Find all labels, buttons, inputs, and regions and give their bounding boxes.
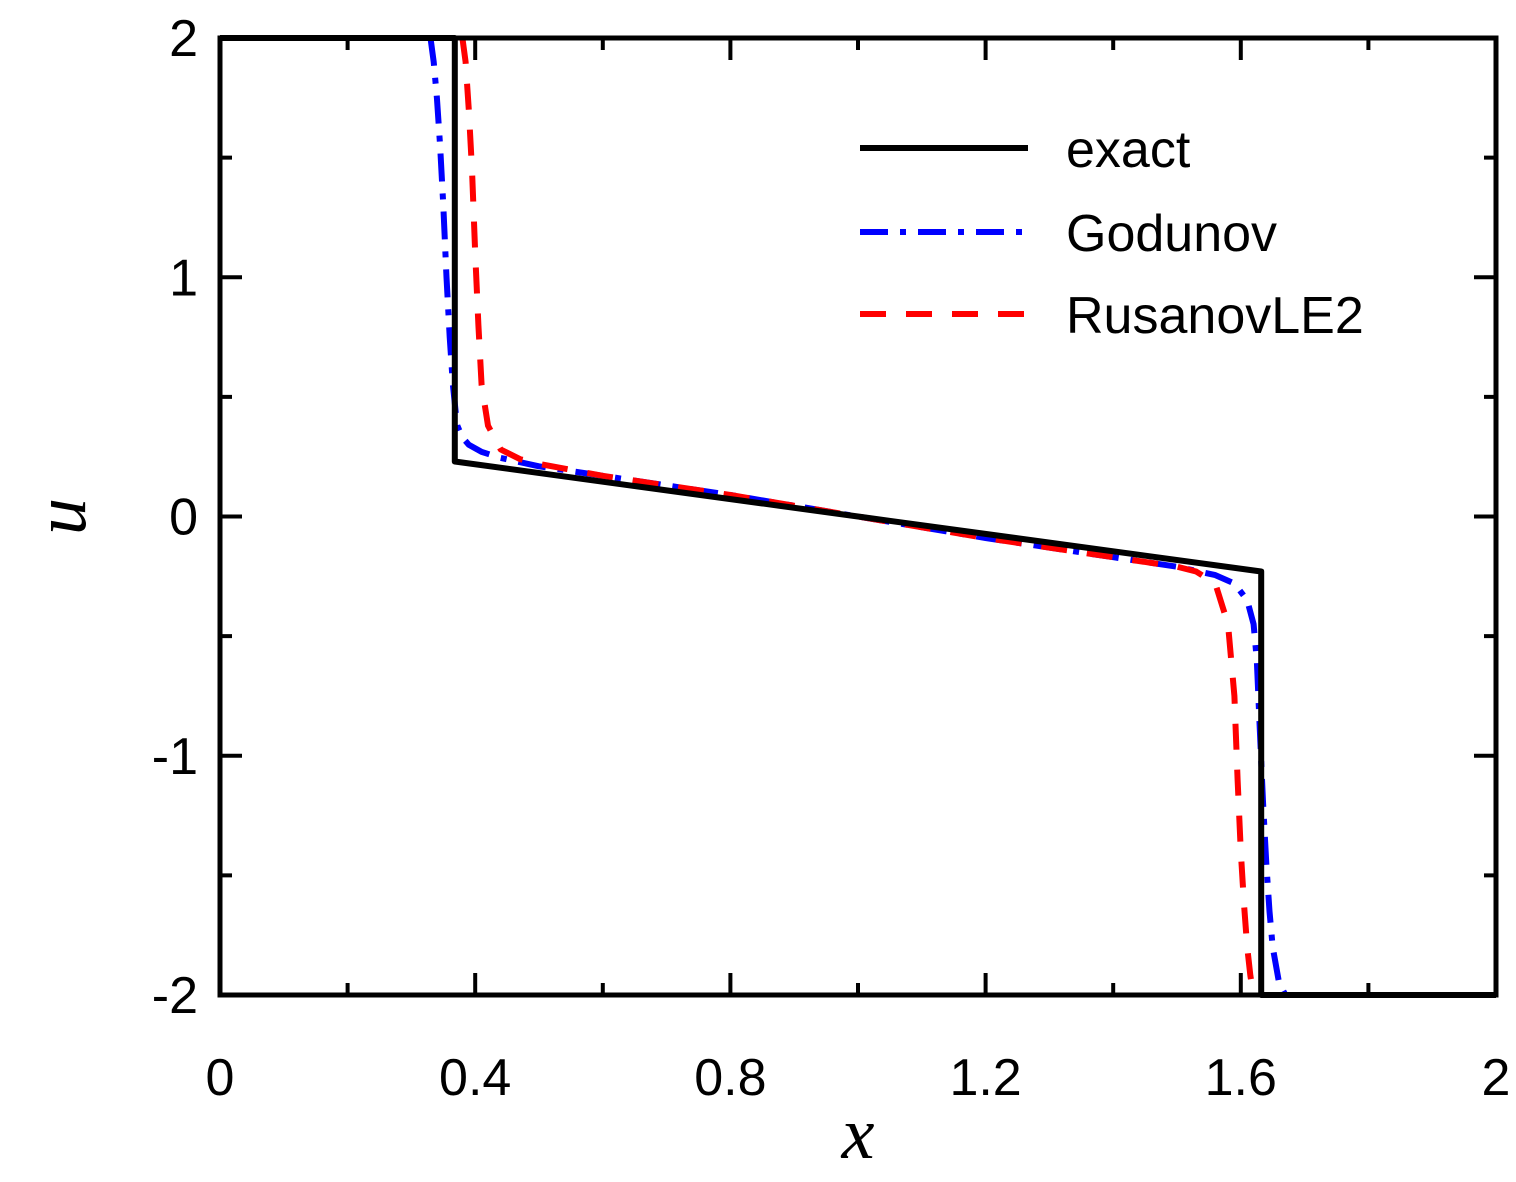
legend-label-rusanovle2: RusanovLE2 xyxy=(1066,287,1364,345)
y-tick-label: -1 xyxy=(152,728,198,786)
x-tick-label: 0 xyxy=(206,1049,235,1107)
y-tick-label: 2 xyxy=(169,10,198,68)
x-axis-title: x xyxy=(841,1093,875,1175)
legend-label-exact: exact xyxy=(1066,121,1191,179)
series-line-exact xyxy=(220,35,1496,998)
y-axis-title: u xyxy=(20,498,102,535)
y-tick-label: 0 xyxy=(169,489,198,547)
y-tick-label: 1 xyxy=(169,249,198,307)
x-tick-label: 0.8 xyxy=(694,1049,766,1107)
legend-label-godunov: Godunov xyxy=(1066,205,1277,263)
x-tick-label: 1.6 xyxy=(1205,1049,1277,1107)
x-tick-label: 2 xyxy=(1482,1049,1511,1107)
y-tick-label: -2 xyxy=(152,967,198,1025)
series-line-rusanovle2 xyxy=(459,37,1257,996)
x-tick-label: 0.4 xyxy=(439,1049,511,1107)
legend: exact Godunov RusanovLE2 xyxy=(860,121,1364,345)
x-tick-label: 1.2 xyxy=(949,1049,1021,1107)
